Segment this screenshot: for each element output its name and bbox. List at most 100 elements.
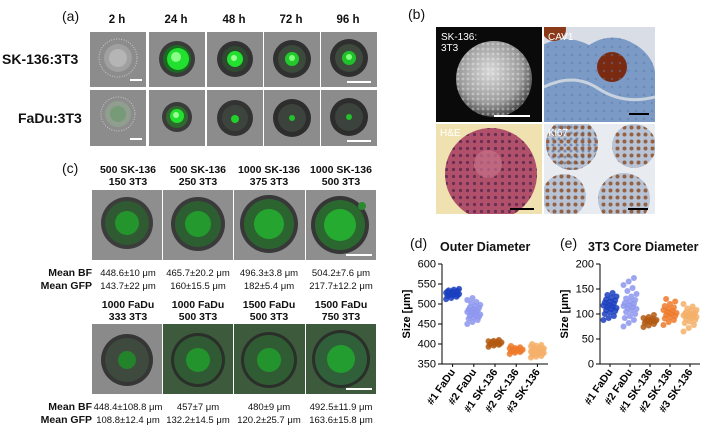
- data-point: [666, 300, 674, 308]
- mean-labels: Mean BF Mean GFP: [40, 401, 92, 426]
- micrograph-tile: [90, 32, 146, 87]
- data-point: [485, 338, 492, 345]
- micrograph-tile: [306, 190, 376, 260]
- micrograph-tile: [207, 32, 263, 87]
- row-label-sk136: SK-136:3T3: [2, 51, 79, 67]
- measurement-values: 496.3±3.8 μm 182±5.4 μm: [239, 268, 299, 292]
- measurement-values: 504.2±7.6 μm 217.7±12.2 μm: [309, 268, 373, 292]
- data-point: [624, 287, 631, 295]
- data-point: [663, 295, 670, 303]
- data-point: [670, 304, 678, 311]
- micrograph-tile: [90, 90, 146, 146]
- mean-labels: Mean BF Mean GFP: [40, 267, 92, 292]
- data-point: [684, 305, 691, 312]
- data-point: [490, 337, 497, 344]
- cav1-label: CAV1: [548, 32, 574, 43]
- scale-bar: [494, 115, 530, 117]
- condition-header: 500 SK-136 150 3T3: [99, 164, 157, 188]
- data-point: [680, 300, 687, 308]
- data-point: [640, 314, 647, 322]
- y-tick-label: 350: [418, 359, 436, 371]
- measurement-values: 448.6±10 μm 143.7±22 μm: [100, 268, 156, 292]
- data-point: [626, 312, 634, 320]
- y-tick-label: 150: [576, 284, 594, 296]
- data-point: [630, 274, 638, 282]
- y-axis-label: Size [μm]: [559, 289, 571, 338]
- y-tick-label: 400: [418, 339, 436, 351]
- data-point: [633, 290, 640, 298]
- timepoint-header: 96 h: [336, 14, 360, 26]
- micrograph-tile: [92, 190, 162, 260]
- measurement-values: 480±9 μm 120.2±25.7 μm: [237, 402, 301, 426]
- measurement-values: 448.4±108.8 μm 108.8±12.4 μm: [93, 402, 163, 426]
- micrograph-tile: [321, 90, 377, 146]
- y-axis-label: Size [μm]: [401, 289, 413, 338]
- measurement-values: 465.7±20.2 μm 160±15.5 μm: [166, 268, 230, 292]
- panel-label-b: (b): [408, 6, 426, 22]
- data-point: [456, 285, 463, 292]
- timepoint-header: 72 h: [279, 14, 303, 26]
- micrograph-tile: [321, 32, 377, 87]
- data-point: [625, 319, 632, 327]
- micrograph-tile: [306, 324, 376, 394]
- y-tick-label: 550: [418, 279, 436, 291]
- data-point: [693, 306, 700, 314]
- y-tick-label: 200: [576, 259, 594, 271]
- data-point: [685, 324, 692, 332]
- data-point: [689, 303, 696, 310]
- scale-bar: [629, 113, 649, 115]
- micrograph-tile: [264, 32, 320, 87]
- data-point: [661, 302, 668, 310]
- chart-title-core: 3T3 Core Diameter: [588, 240, 699, 254]
- ki67-image: Ki67: [544, 124, 655, 214]
- data-point: [495, 336, 503, 344]
- condition-header: 1000 SK-136 500 3T3: [310, 164, 372, 188]
- data-point: [630, 316, 638, 324]
- condition-header: 500 SK-136 250 3T3: [169, 164, 227, 188]
- data-point: [629, 284, 636, 292]
- data-point: [620, 281, 627, 289]
- measurement-values: 492.5±11.9 μm 163.6±15.8 μm: [309, 402, 373, 426]
- micrograph-tile: [149, 90, 205, 146]
- micrograph-tile: [207, 90, 263, 146]
- he-image: H&E: [436, 124, 542, 214]
- micrograph-tile: [264, 90, 320, 146]
- y-tick-label: 600: [418, 259, 436, 271]
- panel-label-c: (c): [62, 160, 79, 176]
- timepoint-header: 48 h: [222, 14, 246, 26]
- data-point: [621, 314, 628, 322]
- data-point: [613, 293, 620, 300]
- data-point: [632, 296, 639, 304]
- timepoint-header: 24 h: [164, 14, 188, 26]
- scale-bar: [510, 208, 534, 210]
- micrograph-tile: [163, 324, 233, 394]
- data-point: [604, 291, 611, 299]
- scale-bar: [347, 140, 371, 142]
- y-tick-label: 500: [418, 299, 436, 311]
- micrograph-tile: [149, 32, 205, 87]
- data-point: [473, 298, 480, 306]
- data-point: [672, 298, 679, 305]
- data-point: [445, 287, 452, 294]
- panel-label-a: (a): [62, 8, 80, 24]
- ki67-label: Ki67: [548, 128, 569, 139]
- data-point: [645, 313, 652, 321]
- data-point: [464, 296, 471, 304]
- he-label: H&E: [440, 128, 461, 139]
- timepoint-header: 2 h: [108, 14, 126, 26]
- data-point: [529, 340, 536, 348]
- row-label-fadu: FaDu:3T3: [18, 110, 82, 126]
- data-point: [628, 293, 635, 300]
- data-point: [623, 295, 630, 302]
- scale-bar: [130, 79, 142, 81]
- measurement-values: 457±7 μm 132.2±14.5 μm: [166, 402, 230, 426]
- panel-label-d: (d): [410, 235, 428, 251]
- y-tick-label: 50: [582, 334, 594, 346]
- micrograph-tile: [163, 190, 233, 260]
- scale-bar: [130, 138, 142, 140]
- scale-bar: [347, 81, 371, 83]
- condition-header: 1000 FaDu 333 3T3: [101, 299, 155, 323]
- data-point: [680, 328, 687, 335]
- data-point: [450, 286, 458, 293]
